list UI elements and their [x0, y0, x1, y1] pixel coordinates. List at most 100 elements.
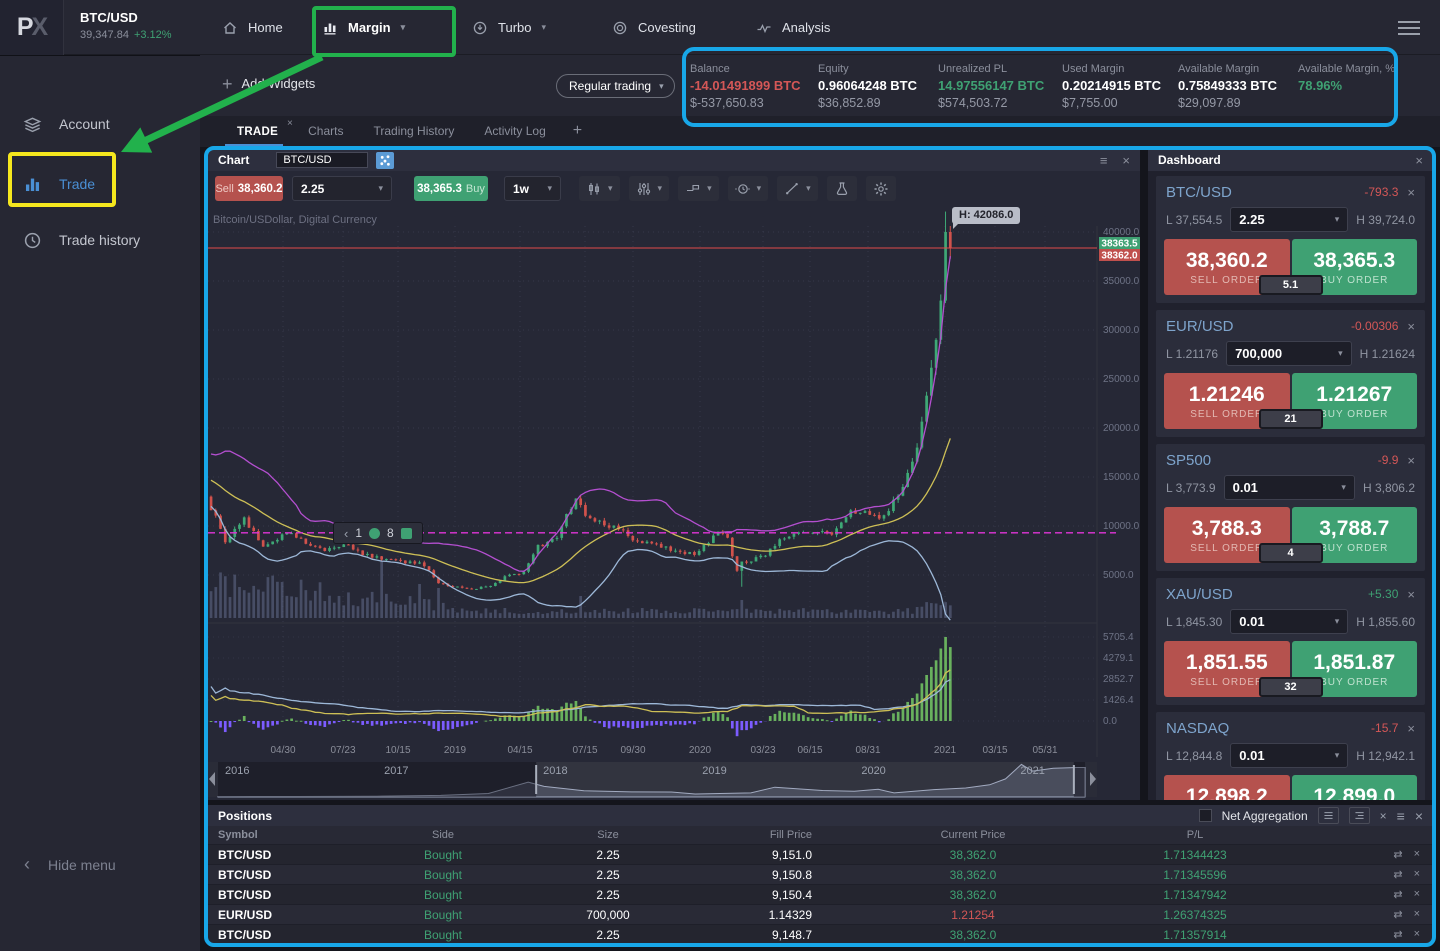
- tab-label: Activity Log: [484, 124, 546, 138]
- account-metric-available-margin: Available Margin 0.75849333 BTC $29,097.8…: [1178, 63, 1298, 110]
- svg-text:1426.4: 1426.4: [1103, 695, 1134, 706]
- nav-item-covesting[interactable]: Covesting: [612, 0, 696, 55]
- trading-mode-select[interactable]: Regular trading ▾: [556, 74, 675, 98]
- table-row[interactable]: BTC/USD Bought 2.25 9,148.7 38,362.0 1.7…: [208, 924, 1433, 944]
- panel-menu-icon[interactable]: ≡: [1396, 807, 1405, 824]
- svg-text:09/30: 09/30: [620, 745, 645, 756]
- add-widgets-button[interactable]: + Add Widgets: [222, 75, 315, 93]
- close-all-icon[interactable]: ×: [1379, 808, 1387, 823]
- close-icon[interactable]: ×: [1407, 318, 1415, 334]
- close-icon[interactable]: ×: [1122, 152, 1130, 168]
- quantity-select[interactable]: 0.01 ▾: [1230, 609, 1349, 634]
- reverse-position-icon[interactable]: ⇄: [1393, 869, 1403, 881]
- svg-text:2852.7: 2852.7: [1103, 674, 1134, 685]
- card-change: -0.00306: [1351, 319, 1399, 333]
- toolbar-gear-button[interactable]: [865, 176, 896, 201]
- account-metric-used-margin: Used Margin 0.20214915 BTC $7,755.00: [1062, 63, 1178, 110]
- table-row[interactable]: BTC/USD Bought 2.25 9,150.4 38,362.0 1.7…: [208, 884, 1433, 904]
- svg-text:05/31: 05/31: [1032, 745, 1057, 756]
- close-position-icon[interactable]: ×: [1413, 888, 1420, 900]
- panel-menu-icon[interactable]: ≡: [1099, 152, 1108, 168]
- buy-order-button[interactable]: 1,851.87 BUY ORDER: [1291, 641, 1417, 697]
- chart-symbol-input[interactable]: [276, 152, 369, 168]
- sidebar-item-trade-history[interactable]: Trade history: [0, 220, 200, 260]
- chevron-down-icon: ▾: [608, 183, 613, 193]
- tab-trade[interactable]: TRADE ×: [222, 118, 293, 147]
- close-icon[interactable]: ×: [1407, 720, 1415, 736]
- metric-value: 14.97556147 BTC: [938, 78, 1045, 93]
- nav-item-turbo[interactable]: Turbo ▾: [472, 0, 546, 55]
- quantity-select[interactable]: 0.01 ▾: [1230, 743, 1349, 768]
- link-widget-button[interactable]: [376, 151, 395, 169]
- sell-order-button[interactable]: 12,898.2 SELL ORDER: [1164, 775, 1290, 800]
- close-position-icon[interactable]: ×: [1413, 928, 1420, 940]
- toolbar-measure-button[interactable]: ▾: [678, 176, 719, 201]
- svg-text:38363.5: 38363.5: [1101, 239, 1138, 250]
- close-icon[interactable]: ×: [1415, 152, 1423, 168]
- price-chart[interactable]: 40000.035000.030000.025000.020000.015000…: [208, 206, 1140, 800]
- nav-item-margin[interactable]: Margin ▾: [322, 0, 405, 55]
- table-row[interactable]: BTC/USD Bought 2.25 9,151.0 38,362.0 1.7…: [208, 844, 1433, 864]
- toolbar-candles-button[interactable]: ▾: [579, 176, 620, 201]
- tab-activity-log[interactable]: Activity Log: [469, 124, 560, 147]
- svg-text:10/15: 10/15: [385, 745, 410, 756]
- toolbar-sessions-button[interactable]: ▾: [727, 176, 769, 201]
- sell-order-button[interactable]: 1,851.55 SELL ORDER: [1164, 641, 1290, 697]
- menu-icon[interactable]: [1398, 21, 1420, 35]
- buy-order-button[interactable]: 12,899.0 BUY ORDER: [1291, 775, 1417, 800]
- add-tab-button[interactable]: +: [572, 122, 583, 139]
- reverse-position-icon[interactable]: ⇄: [1393, 909, 1403, 921]
- tab-charts[interactable]: Charts: [293, 124, 358, 147]
- close-position-icon[interactable]: ×: [1413, 848, 1420, 860]
- hide-menu-button[interactable]: ‹ Hide menu: [24, 854, 116, 875]
- timeframe-select[interactable]: 1w ▾: [504, 176, 561, 201]
- svg-text:07/15: 07/15: [572, 745, 597, 756]
- grouped-view-icon[interactable]: [1348, 807, 1370, 824]
- svg-text:38362.0: 38362.0: [1101, 251, 1138, 262]
- buy-button[interactable]: 38,365.3 Buy: [414, 176, 488, 201]
- table-row[interactable]: BTC/USD Bought 2.25 9,150.8 38,362.0 1.7…: [208, 864, 1433, 884]
- chevron-down-icon: ▾: [400, 22, 406, 32]
- buy-price: 1.21267: [1316, 382, 1393, 406]
- sidebar-item-account[interactable]: Account: [0, 104, 200, 144]
- nav-item-analysis[interactable]: Analysis: [756, 0, 830, 55]
- buy-order-label: BUY ORDER: [1320, 542, 1389, 554]
- table-row[interactable]: EUR/USD Bought 700,000 1.14329 1.21254 1…: [208, 904, 1433, 924]
- quantity-select[interactable]: 700,000 ▾: [1226, 341, 1352, 366]
- quantity-select[interactable]: 2.25 ▾: [1230, 207, 1349, 232]
- card-low: L 1,845.30: [1166, 614, 1223, 629]
- close-icon[interactable]: ×: [1407, 184, 1415, 200]
- toolbar-trendline-button[interactable]: ▾: [777, 176, 818, 201]
- trade-marker-tooltip[interactable]: ‹ 1 8: [333, 522, 423, 544]
- reverse-position-icon[interactable]: ⇄: [1393, 889, 1403, 901]
- buy-order-button[interactable]: 3,788.7 BUY ORDER: [1291, 507, 1417, 563]
- svg-text:15000.0: 15000.0: [1103, 472, 1140, 483]
- svg-text:07/23: 07/23: [330, 745, 355, 756]
- list-view-icon[interactable]: [1317, 807, 1339, 824]
- quantity-select[interactable]: 2.25 ▾: [292, 176, 392, 201]
- reverse-position-icon[interactable]: ⇄: [1393, 849, 1403, 861]
- metric-label: Available Margin, %: [1298, 63, 1396, 75]
- close-icon[interactable]: ×: [1407, 586, 1415, 602]
- account-summary: Balance -14.01491899 BTC $-537,650.83 Equi…: [690, 63, 1408, 110]
- gear-icon: [873, 181, 889, 197]
- quantity-select[interactable]: 0.01 ▾: [1223, 475, 1355, 500]
- ticker-summary: BTC/USD 39,347.84 +3.12%: [80, 10, 172, 41]
- sidebar-item-trade[interactable]: Trade: [0, 164, 200, 204]
- column-header: Current Price: [940, 829, 1006, 841]
- nav-item-home[interactable]: Home: [222, 0, 283, 55]
- close-icon[interactable]: ×: [1414, 807, 1423, 824]
- net-aggregation-checkbox[interactable]: [1198, 809, 1212, 822]
- column-header: Symbol: [218, 829, 258, 841]
- position-current-price: 38,362.0: [949, 887, 997, 902]
- close-icon[interactable]: ×: [1407, 452, 1415, 468]
- sell-button[interactable]: Sell 38,360.2: [215, 176, 283, 201]
- close-position-icon[interactable]: ×: [1413, 908, 1420, 920]
- toolbar-indicators-button[interactable]: ▾: [628, 176, 670, 201]
- close-position-icon[interactable]: ×: [1413, 868, 1420, 880]
- reverse-position-icon[interactable]: ⇄: [1393, 929, 1403, 941]
- tab-trading-history[interactable]: Trading History: [358, 124, 469, 147]
- toolbar-flask-button[interactable]: [826, 176, 857, 201]
- column-header: P/L: [1186, 829, 1204, 841]
